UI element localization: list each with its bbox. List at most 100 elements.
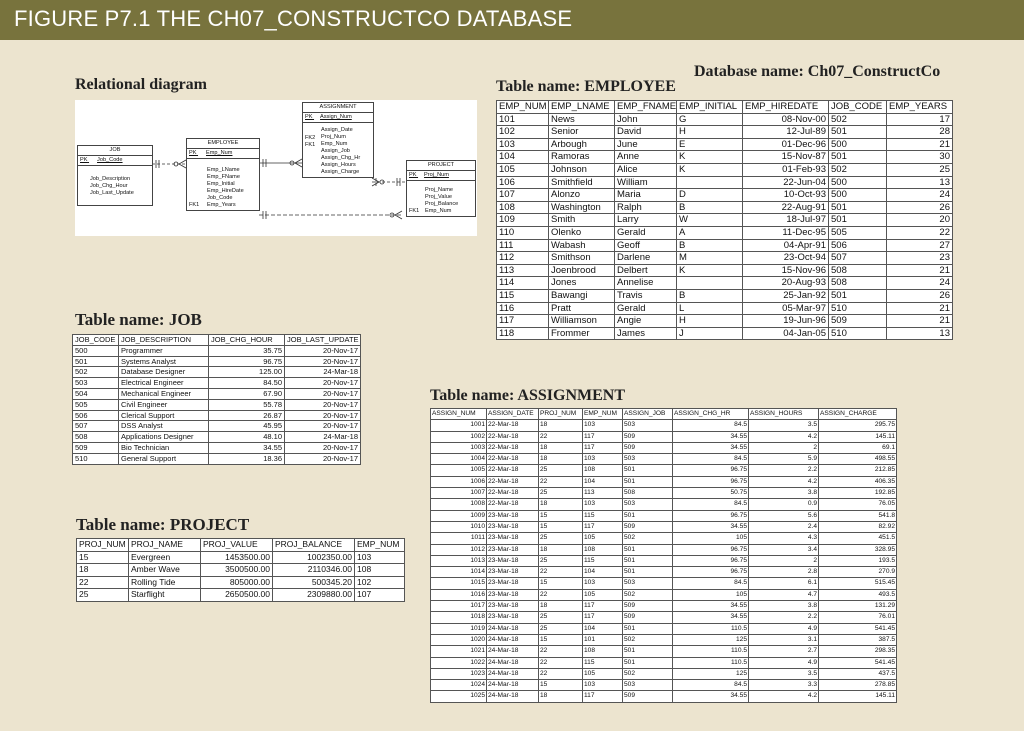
assignment-table-row: 1015 23-Mar-18 15 103 503 84.5 6.1 515.45 [430, 577, 897, 590]
job-table-row: 500 Programmer 35.75 20-Nov-17 [72, 344, 361, 357]
assignment-table-row: 1011 23-Mar-18 25 105 502 105 4.3 451.5 [430, 532, 897, 545]
job-table-cell: 24-Mar-18 [284, 431, 361, 443]
job-table-cell: Clerical Support [118, 409, 209, 422]
assignment-table-cell: 2.7 [748, 645, 819, 658]
assignment-entity-fk2: FK2 [305, 135, 316, 141]
assignment-table-cell: 18 [538, 498, 583, 511]
assignment-table-cell: 24-Mar-18 [486, 656, 539, 669]
assignment-table-cell: 3.8 [748, 487, 819, 500]
assignment-table-cell: 501 [622, 622, 673, 635]
employee-table-row: 109 Smith Larry W 18-Jul-97 501 20 [496, 213, 953, 227]
assignment-table-cell: 24-Mar-18 [486, 633, 539, 647]
assignment-table-cell: 103 [582, 679, 623, 692]
assignment-table-cell: 501 [622, 566, 673, 579]
employee-table-cell: Ramoras [548, 150, 615, 164]
assignment-table-cell: 493.5 [818, 588, 897, 602]
assignment-table-cell: 0.9 [748, 498, 819, 511]
employee-table-cell: 15-Nov-96 [742, 263, 829, 278]
assignment-table-row: 1020 24-Mar-18 15 101 502 125 3.1 387.5 [430, 633, 897, 647]
assignment-table-row: 1008 22-Mar-18 18 103 503 84.5 0.9 76.05 [430, 498, 897, 511]
job-table-cell: 20-Nov-17 [284, 409, 361, 422]
employee-table-cell: 102 [496, 125, 549, 139]
job-table-cell: 502 [72, 366, 119, 379]
job-table-cell: Bio Technician [118, 441, 209, 454]
assignment-entity: ASSIGNMENT PK Assign_Num Assign_Date Pro… [302, 102, 374, 178]
employee-table-cell: Alonzo [548, 188, 615, 202]
job-table-cell: Applications Designer [118, 431, 209, 443]
assignment-table-cell: 76.01 [818, 611, 897, 624]
job-table-cell: 508 [72, 431, 119, 443]
employee-table-cell: Gerald [614, 225, 677, 240]
employee-table-column-header: JOB_CODE [828, 100, 887, 114]
assignment-table-cell: 501 [622, 509, 673, 522]
job-entity-pk: PK [80, 157, 88, 163]
assignment-table-cell: 501 [622, 656, 673, 669]
employee-table-cell: 01-Feb-93 [742, 162, 829, 177]
employee-entity-pk: PK [189, 150, 197, 156]
project-table-header-row: PROJ_NUM PROJ_NAME PROJ_VALUE PROJ_BALANCE E… [76, 538, 405, 552]
assignment-table-cell: 1002 [430, 430, 487, 443]
employee-table-row: 105 Johnson Alice K 01-Feb-93 502 25 [496, 162, 953, 177]
employee-table-cell: 28 [886, 125, 953, 139]
assignment-table-cell: 108 [582, 464, 623, 477]
assignment-table-cell: 22-Mar-18 [486, 487, 539, 500]
assignment-table-column-header: ASSIGN_NUM [430, 407, 487, 421]
job-table-cell: 505 [72, 398, 119, 411]
assignment-table-cell: 1011 [430, 532, 487, 545]
assignment-table-cell: 24-Mar-18 [486, 690, 539, 703]
project-table: PROJ_NUM PROJ_NAME PROJ_VALUE PROJ_BALANCE E… [76, 538, 405, 602]
employee-table-cell: 01-Dec-96 [742, 137, 829, 152]
assignment-table-cell: 22 [538, 588, 583, 602]
employee-table-cell: 508 [828, 263, 887, 278]
assignment-table-cell: 5.6 [748, 509, 819, 522]
assignment-table-cell: 1012 [430, 543, 487, 556]
assignment-table-cell: 4.2 [748, 475, 819, 489]
assignment-table-cell: 2.4 [748, 520, 819, 534]
employee-entity-key: Emp_Num [206, 150, 233, 156]
employee-table-cell: 505 [828, 225, 887, 240]
assignment-table-cell: 23-Mar-18 [486, 532, 539, 545]
assignment-table-cell: 110.5 [672, 656, 749, 669]
assignment-table-cell: 1008 [430, 498, 487, 511]
job-table-row: 504 Mechanical Engineer 67.90 20-Nov-17 [72, 387, 361, 400]
project-table-cell: 2309880.00 [272, 588, 355, 602]
assignment-table-cell: 24-Mar-18 [486, 667, 539, 681]
assignment-table-cell: 115 [582, 554, 623, 568]
assignment-table-cell: 104 [582, 475, 623, 489]
employee-table-cell: B [676, 200, 743, 215]
employee-table-row: 107 Alonzo Maria D 10-Oct-93 500 24 [496, 188, 953, 202]
assignment-table-cell: 117 [582, 441, 623, 455]
assignment-table-cell: 1014 [430, 566, 487, 579]
employee-table-cell: Geoff [614, 238, 677, 253]
job-table-cell: 20-Nov-17 [284, 355, 361, 368]
assignment-table-cell: 23-Mar-18 [486, 588, 539, 602]
assignment-table-cell: 503 [622, 419, 673, 432]
assignment-table-cell: 25 [538, 464, 583, 477]
assignment-table-column-header: PROJ_NUM [538, 407, 583, 421]
assignment-table-cell: 2 [748, 441, 819, 455]
employee-table-cell: 501 [828, 200, 887, 215]
assignment-table-cell: 101 [582, 633, 623, 647]
assignment-table-cell: 105 [582, 588, 623, 602]
employee-table-cell: Pratt [548, 301, 615, 316]
employee-table-cell: L [676, 301, 743, 316]
assignment-table-cell: 22-Mar-18 [486, 464, 539, 477]
job-table-header: JOB_CODE JOB_DESCRIPTION JOB_CHG_HOUR JOB_L… [72, 334, 361, 346]
assignment-table-cell: 498.55 [818, 453, 897, 466]
assignment-table-cell: 96.75 [672, 475, 749, 489]
employee-table-cell: 110 [496, 225, 549, 240]
project-table-cell: 2650500.00 [200, 588, 273, 602]
job-table-cell: Civil Engineer [118, 398, 209, 411]
employee-table-cell: Alice [614, 162, 677, 177]
employee-table-cell: Ralph [614, 200, 677, 215]
assignment-table-cell: 23-Mar-18 [486, 543, 539, 556]
employee-table-cell: Delbert [614, 263, 677, 278]
assignment-table-cell: 82.92 [818, 520, 897, 534]
employee-table-row: 101 News John G 08-Nov-00 502 17 [496, 112, 953, 127]
employee-table-cell: Washington [548, 200, 615, 215]
assignment-table-row: 1010 23-Mar-18 15 117 509 34.55 2.4 82.92 [430, 520, 897, 534]
assignment-table-cell: 25 [538, 532, 583, 545]
job-table-cell: 509 [72, 441, 119, 454]
assignment-table-cell: 34.55 [672, 441, 749, 455]
employee-table-cell: 26 [886, 200, 953, 215]
